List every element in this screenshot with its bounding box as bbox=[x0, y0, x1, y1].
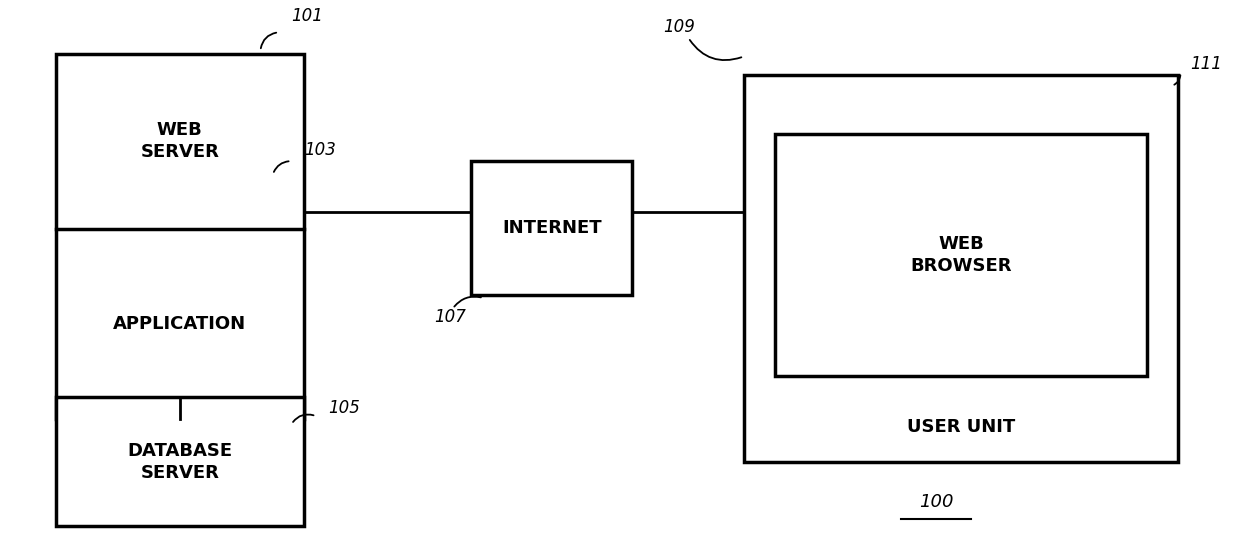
Text: 109: 109 bbox=[663, 18, 696, 36]
Text: 111: 111 bbox=[1190, 55, 1223, 74]
Text: WEB
BROWSER: WEB BROWSER bbox=[910, 235, 1012, 275]
Bar bbox=[56, 54, 304, 419]
Text: 101: 101 bbox=[291, 7, 324, 25]
Text: DATABASE
SERVER: DATABASE SERVER bbox=[128, 442, 232, 482]
Text: 107: 107 bbox=[434, 308, 466, 326]
Bar bbox=[744, 75, 1178, 462]
Text: 100: 100 bbox=[919, 493, 954, 511]
Text: USER UNIT: USER UNIT bbox=[906, 418, 1016, 436]
Text: INTERNET: INTERNET bbox=[502, 219, 601, 237]
Bar bbox=[56, 397, 304, 526]
Text: APPLICATION: APPLICATION bbox=[113, 315, 247, 333]
Text: 103: 103 bbox=[304, 141, 336, 159]
Text: 105: 105 bbox=[329, 399, 361, 417]
Bar bbox=[471, 161, 632, 295]
Bar bbox=[775, 134, 1147, 376]
Text: WEB
SERVER: WEB SERVER bbox=[140, 121, 219, 162]
